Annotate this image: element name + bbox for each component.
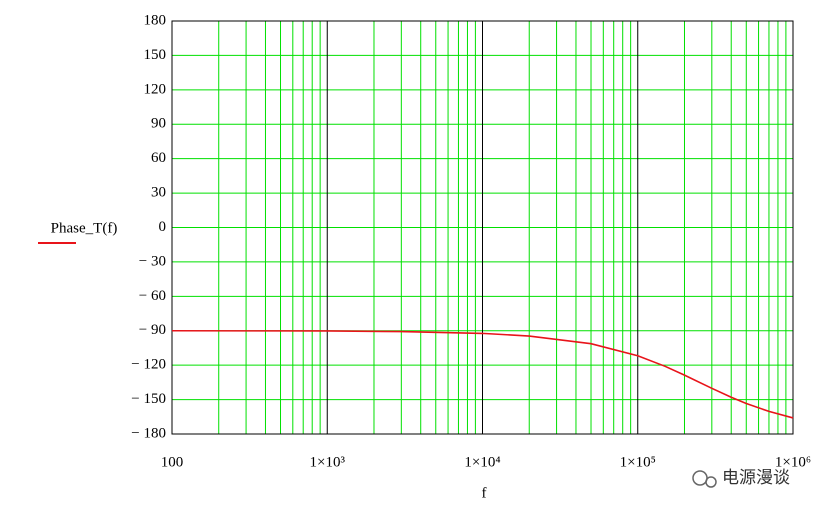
grid [171, 20, 794, 435]
y-tick-label: − 180 [131, 425, 166, 441]
y-tick-label: 30 [151, 185, 166, 201]
watermark-icon [692, 470, 717, 488]
y-tick-label: 120 [144, 81, 167, 97]
y-tick-label: 90 [151, 116, 166, 132]
y-axis-label: Phase_T(f) [51, 220, 118, 236]
x-tick-label: 100 [161, 454, 184, 470]
x-axis-label: f [482, 485, 487, 501]
x-tick-label: 1×10⁵ [620, 454, 656, 470]
icon [692, 470, 708, 486]
x-tick-label: 1×10⁴ [464, 454, 500, 470]
y-tick-label: 0 [159, 219, 167, 235]
y-tick-label: − 30 [139, 253, 166, 269]
watermark: 电源漫谈 [722, 468, 790, 488]
y-tick-label: 60 [151, 150, 166, 166]
icon [705, 476, 717, 488]
y-tick-label: − 60 [139, 288, 166, 304]
x-tick-label: 1×10⁶ [775, 454, 811, 470]
plot-frame [171, 20, 794, 435]
y-tick-label: − 150 [131, 391, 166, 407]
data-line [171, 329, 794, 419]
x-tick-label: 1×10³ [310, 454, 346, 470]
y-tick-label: − 90 [139, 322, 166, 338]
y-tick-label: 150 [144, 47, 167, 63]
y-tick-label: 180 [144, 12, 167, 28]
y-tick-label: − 120 [131, 357, 166, 373]
